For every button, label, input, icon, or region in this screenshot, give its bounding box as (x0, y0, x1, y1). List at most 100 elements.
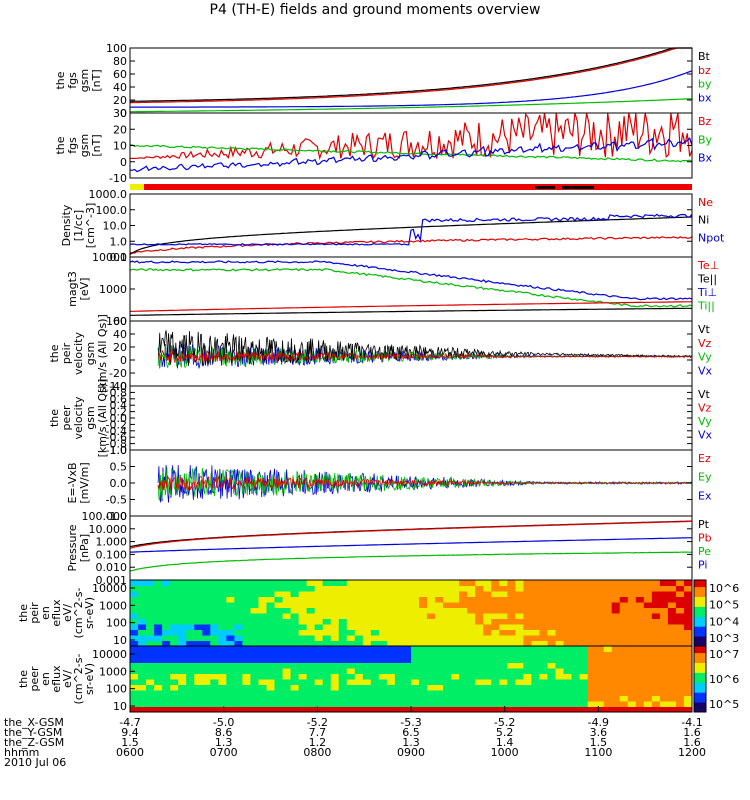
spectrogram-cell (571, 607, 581, 614)
spectrogram-cell (627, 668, 637, 674)
spectrogram-cell (643, 662, 653, 669)
spectrogram-cell (154, 607, 163, 614)
spectrogram-cell (194, 618, 203, 625)
spectrogram-cell (346, 657, 356, 663)
spectrogram-cell (563, 668, 573, 674)
spectrogram-cell (603, 684, 613, 691)
spectrogram-cell (419, 673, 428, 680)
colorbar-cell (694, 629, 706, 634)
ytick-label: 1000 (99, 665, 127, 678)
spectrogram-cell (274, 662, 284, 669)
spectrogram-cell (507, 701, 516, 707)
spectrogram-cell (459, 668, 468, 674)
spectrogram-cell (435, 695, 444, 702)
spectrogram-cell (258, 591, 267, 597)
spectrogram-cell (234, 679, 243, 685)
series-Pi (130, 537, 693, 553)
spectrogram-cell (226, 706, 235, 713)
spectrogram-cell (370, 657, 380, 663)
spectrogram-cell (354, 695, 364, 702)
spectrogram-cell (242, 651, 251, 658)
spectrogram-cell (202, 635, 211, 641)
spectrogram-cell (186, 706, 195, 713)
spectrogram-cell (234, 662, 243, 669)
spectrogram-cell (306, 690, 316, 696)
spectrogram-cell (451, 684, 460, 691)
spectrogram-cell (226, 596, 235, 603)
spectrogram-cell (427, 673, 436, 680)
spectrogram-cell (178, 640, 187, 647)
spectrogram-cell (386, 580, 396, 586)
spectrogram-cell (539, 646, 548, 652)
spectrogram-cell (611, 690, 621, 696)
colorbar-cell (694, 619, 706, 624)
spectrogram-cell (451, 690, 460, 696)
spectrogram-cell (338, 635, 348, 641)
colorbar-cell (694, 679, 706, 683)
spectrogram-cell (282, 580, 292, 586)
spectrogram-cell (370, 701, 380, 707)
spectrogram-cell (170, 651, 179, 658)
spectrogram-cell (130, 591, 139, 597)
spectrogram-cell (282, 651, 292, 658)
spectrogram-cell (419, 668, 428, 674)
spectrogram-cell (402, 684, 412, 691)
spectrogram-cell (394, 662, 404, 669)
ephemeris-value: 1.6 (683, 726, 701, 739)
spectrogram-cell (210, 602, 219, 608)
spectrogram-cell (218, 684, 227, 691)
spectrogram-cell (635, 690, 645, 696)
ytick-label: 1000 (99, 283, 127, 296)
spectrogram-cell (138, 684, 147, 691)
spectrogram-cell (675, 596, 685, 603)
spectrogram-cell (619, 585, 629, 592)
ytick-label: 60 (113, 68, 127, 81)
spectrogram-cell (170, 684, 179, 691)
spectrogram-cell (226, 613, 235, 619)
ytick-label: 20 (113, 94, 127, 107)
spectrogram-cell (394, 651, 404, 658)
spectrogram-cell (362, 618, 372, 625)
legend-Pb: Pb (698, 532, 712, 545)
spectrogram-cell (659, 651, 669, 658)
spectrogram-cell (619, 591, 629, 597)
spectrogram-cell (242, 580, 251, 586)
spectrogram-cell (338, 580, 348, 586)
spectrogram-cell (539, 684, 548, 691)
spectrogram-cell (202, 629, 211, 636)
spectrogram-cell (354, 596, 364, 603)
spectrogram-cell (475, 580, 484, 586)
spectrogram-cell (659, 695, 669, 702)
colorbar-cell (694, 636, 706, 640)
spectrogram-cell (370, 695, 380, 702)
ytick-label: 0.1 (110, 251, 128, 264)
spectrogram-cell (154, 690, 163, 696)
spectrogram-cell (651, 668, 661, 674)
spectrogram-cell (338, 651, 348, 658)
spectrogram-cell (419, 640, 428, 647)
spectrogram-cell (210, 695, 219, 702)
spectrogram-cell (683, 585, 693, 592)
spectrogram-cell (523, 662, 532, 669)
spectrogram-cell (491, 624, 500, 630)
spectrogram-cell (338, 690, 348, 696)
ytick-label: 1.0 (110, 380, 128, 393)
spectrogram-cell (643, 706, 653, 713)
spectrogram-cell (346, 673, 356, 680)
ephemeris-value: -5.0 (213, 716, 234, 729)
spectrogram-cell (419, 624, 428, 630)
spectrogram-cell (563, 613, 573, 619)
spectrogram-cell (290, 668, 300, 674)
colorbar-cell (694, 583, 706, 588)
spectrogram-cell (298, 695, 308, 702)
spectrogram-cell (427, 684, 436, 691)
spectrogram-cell (571, 690, 581, 696)
spectrogram-cell (306, 624, 316, 630)
spectrogram-cell (563, 679, 573, 685)
spectrogram-cell (386, 673, 396, 680)
spectrogram-cell (683, 596, 693, 603)
spectrogram-cell (499, 585, 508, 592)
spectrogram-cell (306, 668, 316, 674)
spectrogram-cell (627, 701, 637, 707)
